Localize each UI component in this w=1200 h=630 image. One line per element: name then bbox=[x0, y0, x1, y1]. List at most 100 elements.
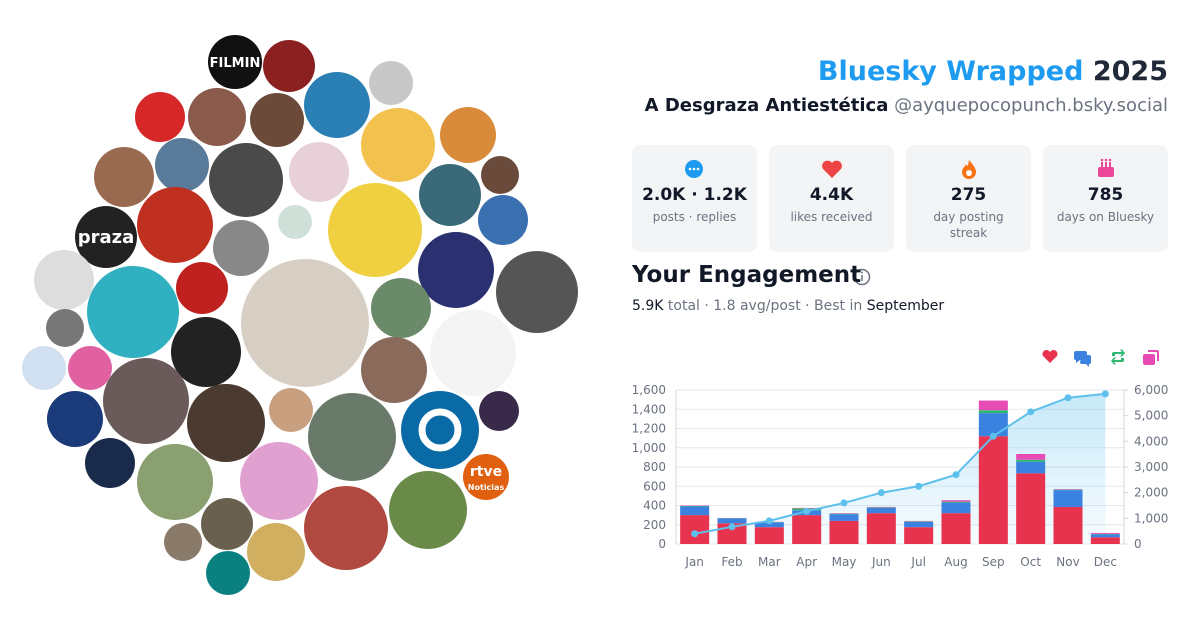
stat-label: day posting streak bbox=[933, 210, 1004, 240]
avatar bbox=[401, 391, 479, 469]
display-name: A Desgraza Antiestética bbox=[644, 95, 889, 116]
y-tick-label: 1,000 bbox=[632, 441, 666, 455]
summary-text: total · 1.8 avg/post · Best in bbox=[663, 298, 867, 314]
avatar bbox=[304, 486, 388, 570]
stat-value: 785 bbox=[1087, 185, 1124, 205]
bar-segment bbox=[1053, 490, 1083, 507]
avatar bbox=[188, 88, 246, 146]
info-icon[interactable] bbox=[853, 268, 871, 286]
title: Bluesky Wrapped 2025 bbox=[818, 56, 1168, 87]
bar-segment bbox=[680, 515, 710, 544]
bar-segment bbox=[1090, 537, 1120, 544]
stat-value: 2.0K · 1.2K bbox=[642, 185, 747, 205]
x-tick-label: Jan bbox=[684, 555, 704, 569]
avatar bbox=[164, 523, 202, 561]
summary-best: September bbox=[866, 298, 945, 314]
line-point bbox=[877, 489, 885, 497]
line-point bbox=[952, 471, 960, 479]
bar-segment bbox=[1053, 506, 1083, 544]
avatar bbox=[478, 195, 528, 245]
stat-icon bbox=[822, 160, 842, 178]
y-tick-label: 1,400 bbox=[632, 402, 666, 416]
avatar bbox=[22, 346, 66, 390]
avatar bbox=[187, 384, 265, 462]
avatar-label: rtve bbox=[470, 464, 502, 480]
avatar-cluster bbox=[22, 35, 578, 595]
avatar bbox=[463, 454, 509, 500]
avatar bbox=[94, 147, 154, 207]
legend-icon bbox=[1074, 351, 1091, 367]
y-tick-label: 400 bbox=[643, 499, 666, 513]
bar-segment bbox=[792, 515, 822, 544]
bar-segment bbox=[866, 507, 896, 514]
bar-segment bbox=[754, 522, 784, 528]
avatar bbox=[361, 108, 435, 182]
avatar bbox=[206, 551, 250, 595]
stat-card: 2.0K · 1.2K posts · replies bbox=[632, 145, 757, 252]
avatar bbox=[419, 164, 481, 226]
avatar bbox=[47, 391, 103, 447]
title-year: 2025 bbox=[1092, 56, 1168, 87]
avatar bbox=[328, 183, 422, 277]
bar-segment bbox=[866, 513, 896, 544]
avatar bbox=[481, 156, 519, 194]
bar-segment bbox=[754, 527, 784, 544]
x-tick-label: Mar bbox=[758, 555, 781, 569]
stat-icon bbox=[962, 160, 976, 179]
stat-label: days on Bluesky bbox=[1056, 210, 1155, 224]
bar-segment bbox=[941, 513, 971, 544]
x-tick-label: Feb bbox=[721, 555, 742, 569]
bar-segment bbox=[717, 518, 747, 524]
stat-card: 275 day posting streak bbox=[906, 145, 1031, 252]
avatar bbox=[176, 262, 228, 314]
line-point bbox=[989, 432, 997, 440]
avatar bbox=[247, 523, 305, 581]
avatar bbox=[103, 358, 189, 444]
avatar bbox=[308, 393, 396, 481]
avatar bbox=[85, 438, 135, 488]
x-tick-label: Aug bbox=[944, 555, 967, 569]
line-point bbox=[765, 517, 773, 525]
x-tick-label: Jul bbox=[910, 555, 925, 569]
line-point bbox=[1064, 394, 1072, 402]
line-point bbox=[1027, 408, 1035, 416]
y2-tick-label: 0 bbox=[1134, 537, 1142, 551]
bar-segment bbox=[1016, 461, 1046, 474]
avatar bbox=[241, 259, 369, 387]
handle: @ayquepocopunch.bsky.social bbox=[894, 95, 1168, 116]
line-point bbox=[728, 523, 736, 531]
x-tick-label: Oct bbox=[1020, 555, 1041, 569]
y2-tick-label: 5,000 bbox=[1134, 409, 1168, 423]
y2-tick-label: 6,000 bbox=[1134, 383, 1168, 397]
avatar-label: Noticias bbox=[468, 483, 505, 492]
avatar bbox=[137, 187, 213, 263]
bar-segment bbox=[941, 502, 971, 514]
avatar bbox=[155, 138, 209, 192]
summary: 5.9K total · 1.8 avg/post · Best in Sept… bbox=[632, 298, 944, 314]
avatar bbox=[361, 337, 427, 403]
y2-tick-label: 3,000 bbox=[1134, 460, 1168, 474]
x-tick-label: Dec bbox=[1094, 555, 1117, 569]
y-tick-label: 200 bbox=[643, 518, 666, 532]
x-tick-label: Nov bbox=[1056, 555, 1079, 569]
avatar bbox=[289, 142, 349, 202]
bar-segment bbox=[1016, 473, 1046, 544]
avatar bbox=[369, 61, 413, 105]
avatar bbox=[75, 206, 137, 268]
avatar bbox=[135, 92, 185, 142]
bar-segment bbox=[904, 527, 934, 544]
avatar-ring bbox=[418, 408, 462, 452]
line bbox=[694, 392, 1106, 535]
avatar bbox=[171, 317, 241, 387]
bar-segment bbox=[941, 500, 971, 502]
legend-icon bbox=[1042, 349, 1058, 363]
x-tick-label: Sep bbox=[982, 555, 1005, 569]
avatar-label: FILMIN bbox=[210, 56, 261, 71]
info-icon-dot bbox=[861, 271, 863, 274]
avatar bbox=[479, 391, 519, 431]
avatar bbox=[208, 35, 262, 89]
line-point bbox=[1101, 390, 1109, 398]
bar-segment bbox=[941, 501, 971, 503]
line-point bbox=[840, 499, 848, 507]
